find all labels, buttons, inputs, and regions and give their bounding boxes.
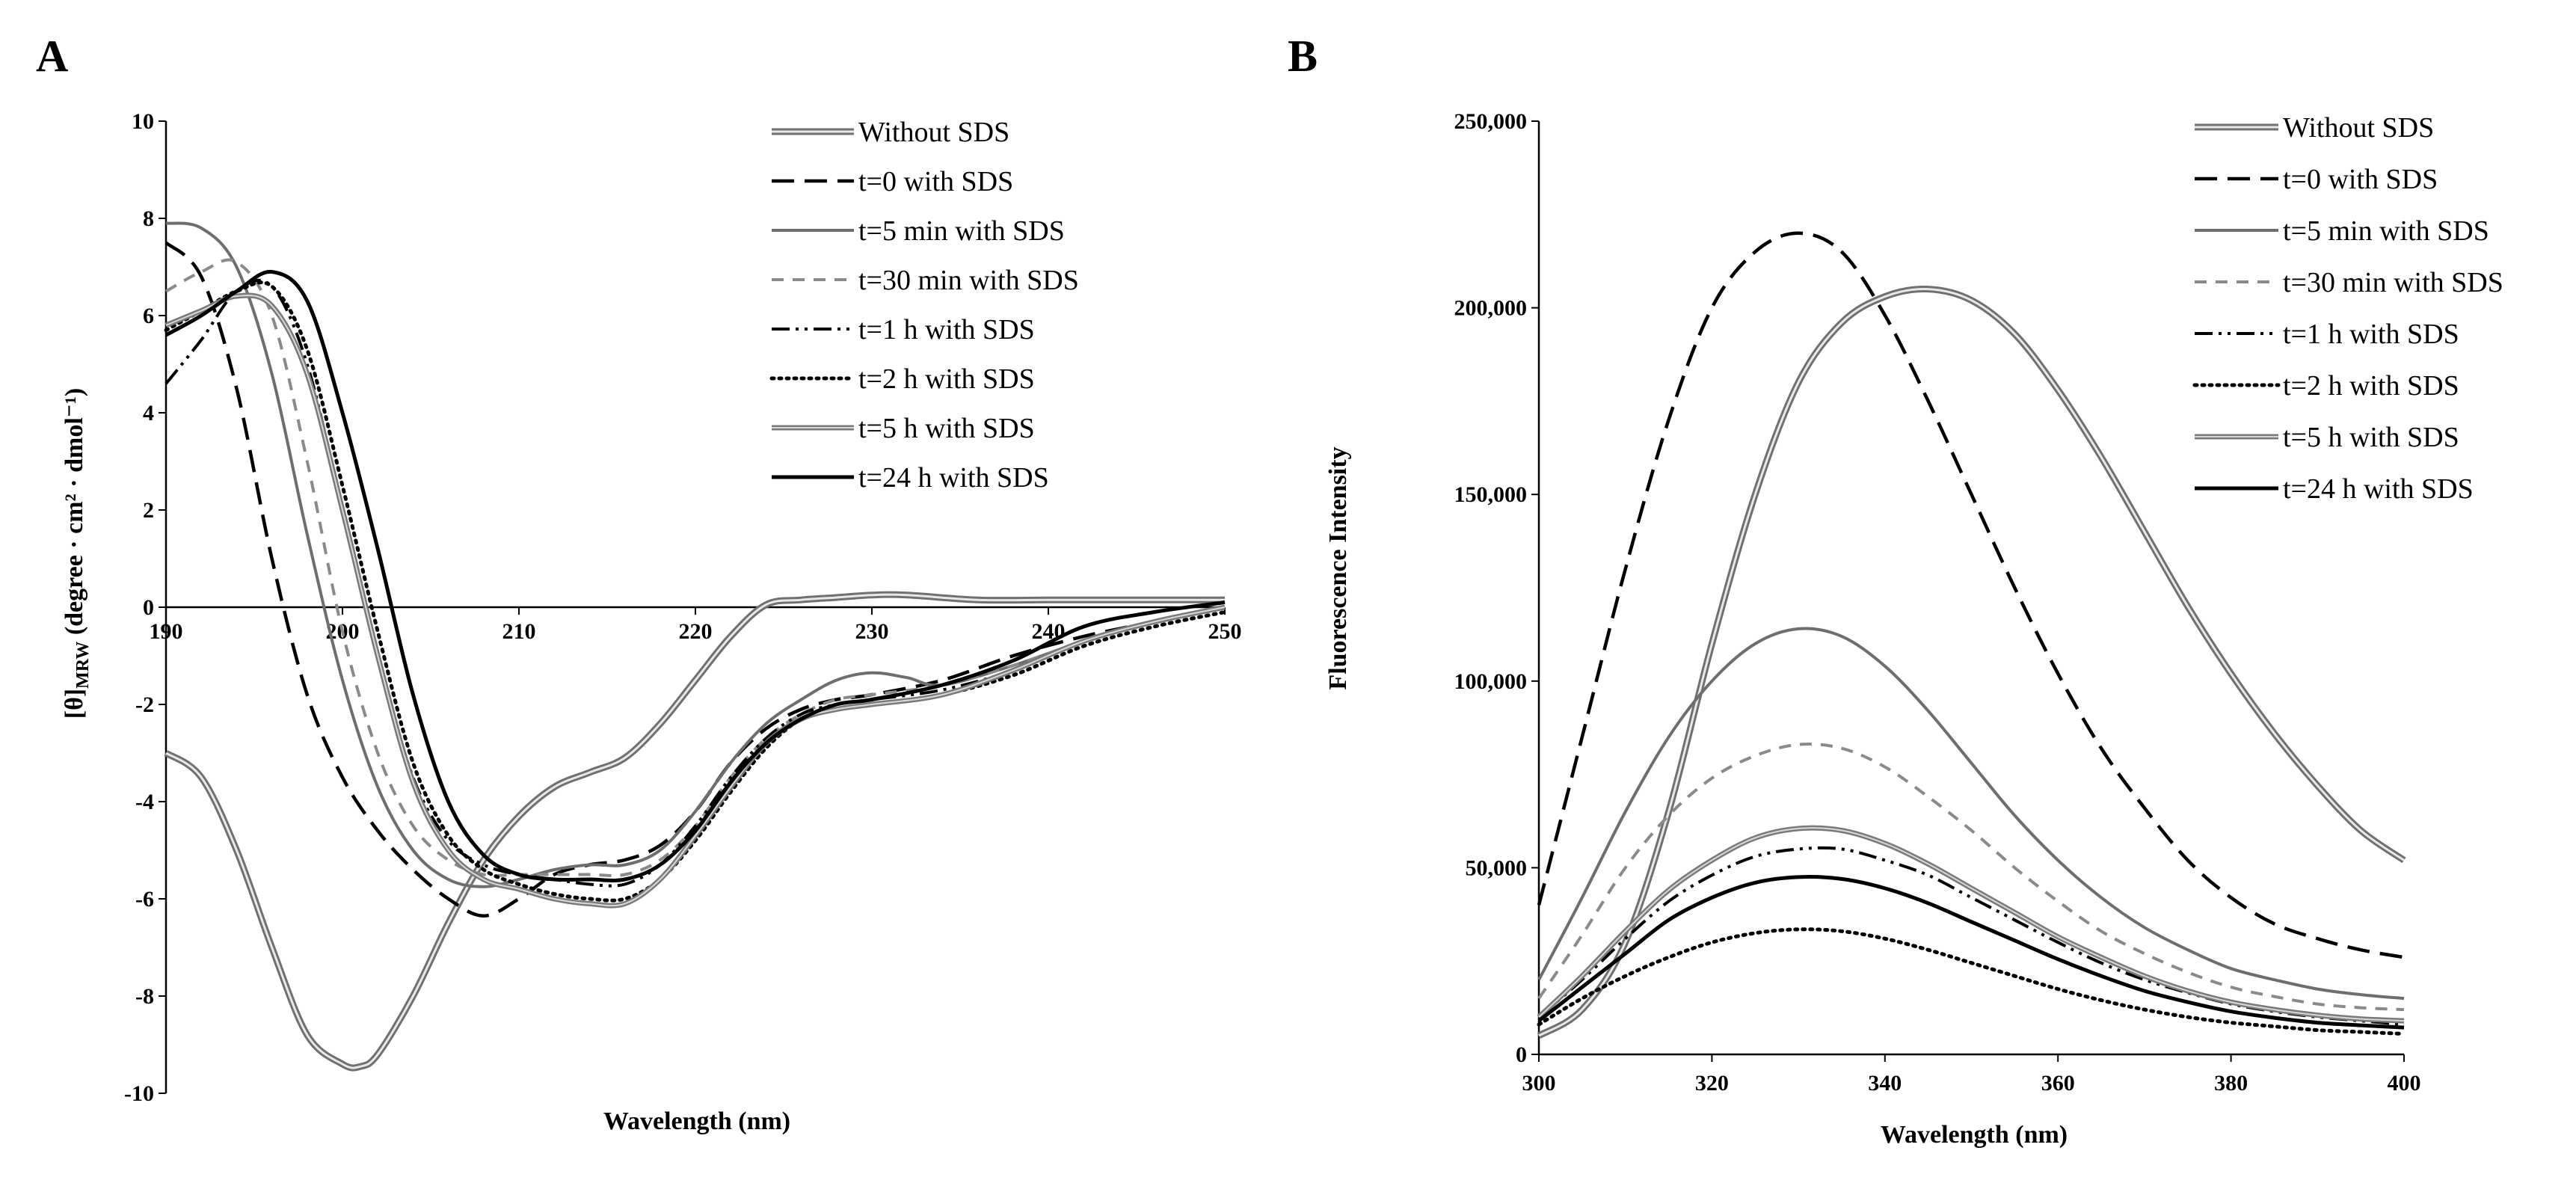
panel-b-y-axis-title: Fluorescence Intensity	[1324, 446, 1352, 689]
panel-b-series-t-1-h-with-sds	[1537, 846, 2405, 1027]
panel-a-y-axis-units: (degree · cm² · dmol⁻¹)	[61, 388, 88, 642]
panel-b-series-t-30-min-with-sds	[1537, 743, 2405, 1012]
panel-b-y-tick-label: 250,000	[1454, 109, 1528, 134]
panel-a-y-tick-label: -8	[135, 984, 154, 1009]
panel-a-legend-label-without-sds: Without SDS	[858, 117, 1009, 148]
panel-a-y-tick-label: -10	[124, 1081, 154, 1106]
panel-b-y-tick-label: 100,000	[1454, 669, 1528, 694]
panel-b-series	[1537, 231, 2406, 1039]
panel-a-series-t-5-h-with-sds-stroke-2	[165, 295, 1226, 907]
panel-b-x-tick-label: 340	[1868, 1071, 1902, 1096]
panel-a-x-tick-label: 220	[679, 619, 713, 644]
panel-a-series-without-sds-stroke-2	[165, 593, 1225, 1069]
panel-a-series	[164, 221, 1227, 1072]
panel-a-series-without-sds	[164, 591, 1225, 1072]
panel-a-legend-label-t-24-h-with-sds: t=24 h with SDS	[858, 462, 1049, 494]
panel-a-series-t-1-h-with-sds	[165, 278, 1226, 888]
panel-a-y-axis-symbol: [θ]	[61, 689, 88, 719]
panel-b-legend: Without SDS t=0 with SDS t=5 min with SDS t…	[2192, 112, 2503, 505]
panel-b-x-axis-title: Wavelength (nm)	[1881, 1121, 2068, 1149]
panel-b-series-without-sds	[1537, 285, 2406, 1039]
panel-b-legend-label-t-30-min-with-sds: t=30 min with SDS	[2283, 267, 2503, 298]
panel-a-series-t-5-min-with-sds-stroke-1	[165, 221, 1226, 888]
panel-b-x-tick-label: 320	[1695, 1071, 1729, 1096]
panel-a-series-t-5-min-with-sds	[165, 221, 1226, 888]
panel-a-x-tick-label: 230	[855, 619, 889, 644]
panel-a-legend-label-t-2-h-with-sds: t=2 h with SDS	[858, 363, 1035, 395]
panel-a-series-t-30-min-with-sds-stroke-1	[165, 258, 1226, 877]
panel-a-series-t-5-h-with-sds	[165, 292, 1226, 909]
panel-a-y-tick-label: 4	[143, 401, 154, 425]
panel-a-y-tick-label: -4	[135, 790, 154, 814]
panel-a-series-t-0-with-sds	[165, 241, 1226, 918]
panel-b-series-t-24-h-with-sds-stroke-1	[1537, 875, 2405, 1030]
panel-a-legend-label-t-5-h-with-sds: t=5 h with SDS	[858, 413, 1035, 444]
panel-a-x-tick-label: 210	[502, 619, 536, 644]
panel-a-y-tick-label: -6	[135, 887, 154, 912]
panel-b-axes: 250,000 200,000 150,000 100,000 50,000 0 300 32…	[1454, 109, 2421, 1096]
panel-a-series-t-30-min-with-sds	[165, 258, 1226, 877]
panel-a-x-axis-title: Wavelength (nm)	[603, 1107, 790, 1135]
panel-b-label: B	[1288, 31, 1318, 81]
panel-b-x-tick-label: 380	[2214, 1071, 2248, 1096]
panel-b-legend-label-t-1-h-with-sds: t=1 h with SDS	[2283, 319, 2459, 350]
panel-b-fluorescence-spectra: B 250,000 200,000 150,000 100,000 50,000 0 300…	[1288, 31, 2503, 1149]
panel-b-series-t-5-h-with-sds	[1537, 825, 2405, 1024]
panel-a-legend-label-t-5-min-with-sds: t=5 min with SDS	[858, 215, 1065, 247]
panel-a-y-tick-label: 8	[143, 206, 154, 231]
panel-b-x-tick-label: 360	[2041, 1071, 2075, 1096]
panel-b-series-t-24-h-with-sds	[1537, 875, 2405, 1030]
panel-a-label: A	[36, 31, 68, 81]
panel-a-x-tick-label: 240	[1032, 619, 1066, 644]
panel-b-series-t-30-min-with-sds-stroke-1	[1537, 743, 2405, 1012]
panel-b-y-tick-label: 150,000	[1454, 482, 1528, 507]
panel-a-series-t-0-with-sds-stroke-1	[165, 241, 1226, 918]
panel-b-series-without-sds-stroke-2	[1538, 287, 2405, 1037]
panel-b-legend-label-t-2-h-with-sds: t=2 h with SDS	[2283, 370, 2459, 402]
panel-b-y-tick-label: 50,000	[1466, 855, 1528, 880]
panel-a-y-tick-label: 10	[132, 109, 154, 134]
panel-b-series-t-2-h-with-sds	[1537, 927, 2406, 1036]
panel-a-y-tick-label: 2	[143, 498, 154, 523]
panel-a-x-tick-label: 250	[1208, 619, 1242, 644]
panel-a-legend: Without SDS t=0 with SDS t=5 min with SDS t…	[769, 117, 1079, 494]
panel-a-x-tick-label: 190	[150, 619, 183, 644]
panel-b-legend-label-t-5-h-with-sds: t=5 h with SDS	[2283, 422, 2459, 453]
panel-a-legend-label-t-0-with-sds: t=0 with SDS	[858, 166, 1013, 197]
panel-a-series-t-2-h-with-sds-stroke-1	[164, 280, 1227, 903]
panel-b-series-t-0-with-sds	[1537, 231, 2405, 959]
panel-a-y-tick-label: 0	[143, 595, 154, 620]
panel-b-series-t-1-h-with-sds-stroke-1	[1537, 846, 2405, 1027]
panel-b-x-tick-label: 400	[2388, 1071, 2421, 1096]
panel-a-y-axis-title: [θ]MRW (degree · cm² · dmol⁻¹)	[61, 388, 93, 719]
panel-b-series-t-0-with-sds-stroke-1	[1537, 231, 2405, 959]
panel-b-legend-label-t-5-min-with-sds: t=5 min with SDS	[2283, 215, 2489, 247]
panel-a-series-t-24-h-with-sds-stroke-1	[165, 269, 1226, 882]
panel-a-series-t-2-h-with-sds	[164, 280, 1227, 903]
panel-b-legend-label-t-0-with-sds: t=0 with SDS	[2283, 164, 2438, 195]
panel-a-legend-label-t-1-h-with-sds: t=1 h with SDS	[858, 314, 1035, 345]
panel-b-series-t-5-h-with-sds-stroke-2	[1538, 827, 2405, 1022]
panel-b-x-tick-label: 300	[1522, 1071, 1556, 1096]
panel-b-y-tick-label: 200,000	[1454, 296, 1528, 321]
panel-a-y-axis-subscript: MRW	[73, 642, 93, 689]
panel-a-series-t-1-h-with-sds-stroke-1	[165, 278, 1226, 888]
panel-a-y-tick-label: 6	[143, 304, 154, 328]
panel-a-legend-label-t-30-min-with-sds: t=30 min with SDS	[858, 265, 1079, 296]
panel-b-y-tick-label: 0	[1516, 1042, 1527, 1067]
panel-a-y-tick-label: -2	[135, 692, 154, 717]
panel-b-legend-label-without-sds: Without SDS	[2283, 112, 2434, 144]
panel-a-series-t-24-h-with-sds	[165, 269, 1226, 882]
panel-b-series-t-5-min-with-sds	[1537, 627, 2405, 1001]
panel-b-series-t-2-h-with-sds-stroke-1	[1537, 927, 2406, 1036]
panel-b-series-t-5-min-with-sds-stroke-1	[1537, 627, 2405, 1001]
panel-b-legend-label-t-24-h-with-sds: t=24 h with SDS	[2283, 473, 2474, 505]
